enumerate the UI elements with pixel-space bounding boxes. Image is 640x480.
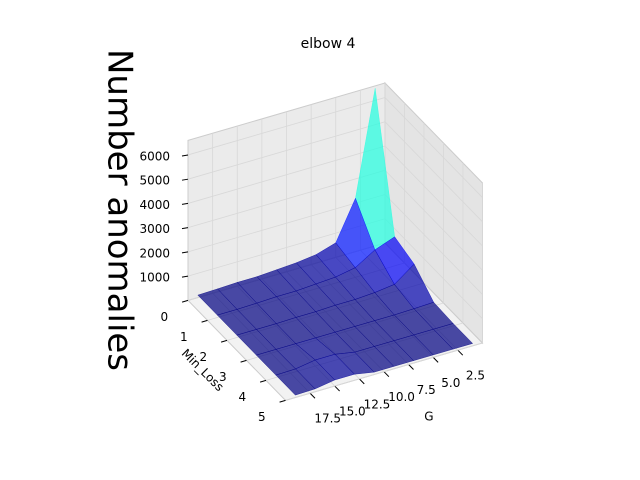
grid-line <box>384 145 483 247</box>
z-axis-label: Number anomalies <box>100 49 140 371</box>
x-tick <box>408 364 414 370</box>
grid-line <box>285 342 483 401</box>
x-tick-label: 2.5 <box>466 369 485 383</box>
x-tick <box>457 349 464 356</box>
x-tick-label: 10.0 <box>388 390 415 404</box>
grid-line <box>187 121 386 180</box>
x-tick-label: 5.0 <box>441 376 460 390</box>
z-tick <box>181 275 189 278</box>
grid-line <box>384 121 483 223</box>
grid-line <box>187 194 386 253</box>
z-tick-label: 2000 <box>139 246 170 260</box>
x-tick-label: 15.0 <box>339 405 366 419</box>
z-tick-label: 5000 <box>139 174 170 188</box>
z-tick-label: 6000 <box>139 149 170 163</box>
x-tick <box>359 378 365 385</box>
y-tick <box>259 379 267 383</box>
x-tick-label: 7.5 <box>417 383 436 397</box>
y-tick-label: 2 <box>200 350 208 364</box>
y-tick-label: 4 <box>239 390 247 404</box>
grid-line <box>384 97 483 198</box>
x-tick-label: 12.5 <box>364 397 391 411</box>
y-tick-label: 3 <box>219 370 227 384</box>
y-tick-label: 1 <box>180 330 188 344</box>
y-tick-label: 5 <box>258 410 266 424</box>
y-tick <box>240 359 247 363</box>
z-tick <box>181 251 189 254</box>
x-tick-label: 17.5 <box>314 412 341 426</box>
z-tick <box>181 178 189 181</box>
surface-patch <box>275 368 316 396</box>
x-tick <box>432 357 439 363</box>
z-tick-label: 3000 <box>139 222 170 236</box>
y-tick <box>279 399 286 403</box>
z-tick <box>181 227 189 230</box>
z-tick <box>181 202 189 205</box>
z-tick <box>181 154 189 157</box>
z-tick-label: 1000 <box>139 271 170 285</box>
y-tick <box>201 319 208 323</box>
z-tick-label: 4000 <box>139 198 170 212</box>
grid-line <box>384 194 483 295</box>
chart-title: elbow 4 <box>301 36 356 52</box>
y-tick <box>220 339 228 343</box>
y-tick-label: 0 <box>161 310 169 324</box>
x-tick <box>383 371 390 378</box>
grid-line <box>187 169 386 229</box>
x-tick <box>309 392 316 399</box>
grid-line <box>187 97 386 156</box>
x-axis-label: G <box>424 409 433 423</box>
grid-line <box>384 169 483 271</box>
y-tick <box>181 299 189 303</box>
grid-line <box>187 145 386 204</box>
x-tick <box>334 385 340 392</box>
surface <box>197 88 474 396</box>
grid-line <box>384 218 483 320</box>
